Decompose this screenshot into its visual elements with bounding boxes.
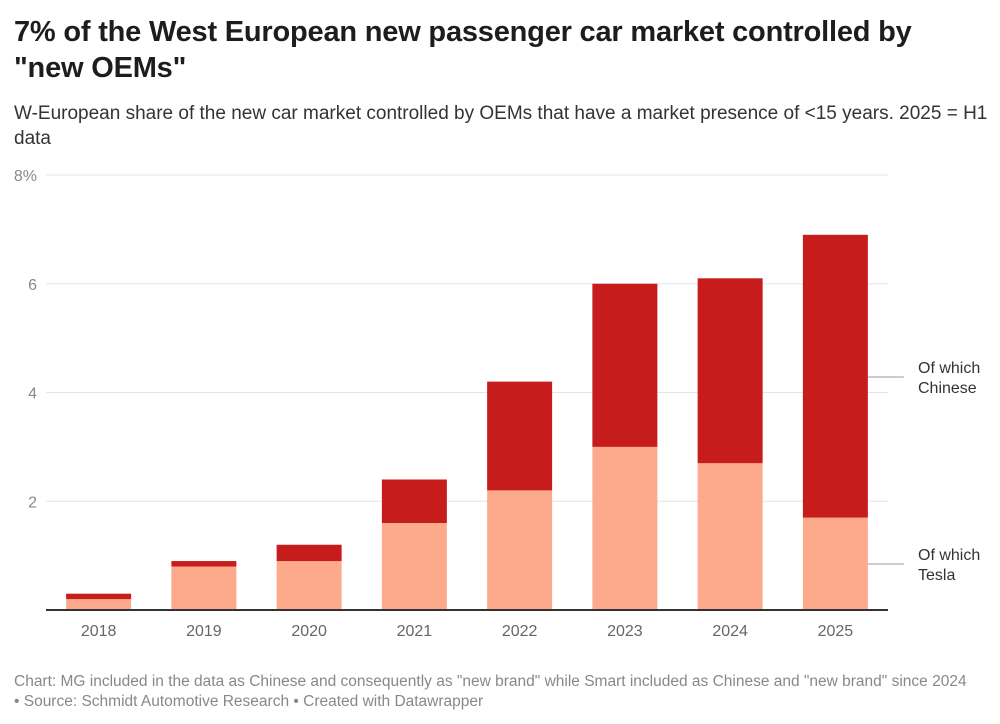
- x-tick-label: 2021: [397, 623, 433, 640]
- y-axis-ticks: 2 4 6 8%: [14, 168, 37, 511]
- bars: [66, 234, 868, 610]
- x-tick-label: 2025: [818, 623, 854, 640]
- bar-of-which-chinese-2020: [276, 544, 342, 562]
- y-tick-label: 6: [28, 277, 37, 294]
- bar-of-which-chinese-2022: [487, 381, 553, 491]
- bar-of-which-chinese-2021: [381, 479, 447, 523]
- bar-of-which-tesla-2024: [697, 463, 763, 610]
- bar-of-which-chinese-2023: [592, 283, 658, 447]
- x-tick-label: 2024: [712, 623, 748, 640]
- x-tick-label: 2023: [607, 623, 643, 640]
- chart-subtitle: W-European share of the new car market c…: [14, 103, 988, 149]
- y-tick-label: 2: [28, 494, 37, 511]
- x-tick-label: 2020: [291, 623, 327, 640]
- legend-label-of-which-chinese: Of which Chinese: [918, 360, 980, 397]
- x-axis-ticks: 2018 2019 2020 2021 2022 2023 2024 2025: [81, 623, 853, 640]
- legend-label-of-which-tesla: Of which Tesla: [918, 547, 980, 584]
- x-tick-label: 2018: [81, 623, 117, 640]
- chart-title: 7% of the West European new passenger ca…: [14, 16, 912, 84]
- x-tick-label: 2022: [502, 623, 538, 640]
- bar-of-which-tesla-2022: [487, 490, 553, 610]
- bar-of-which-tesla-2025: [802, 517, 868, 610]
- chart-footer: Chart: MG included in the data as Chines…: [14, 673, 967, 710]
- legend: Of which Tesla Of which Chinese: [867, 360, 980, 584]
- y-tick-label: 4: [28, 386, 37, 403]
- bar-of-which-tesla-2023: [592, 446, 658, 610]
- bar-of-which-tesla-2018: [66, 599, 132, 610]
- bar-of-which-tesla-2021: [381, 523, 447, 610]
- bar-of-which-tesla-2020: [276, 561, 342, 610]
- bar-of-which-chinese-2024: [697, 278, 763, 464]
- x-tick-label: 2019: [186, 623, 222, 640]
- y-tick-label: 8%: [14, 168, 37, 185]
- bar-of-which-tesla-2019: [171, 566, 237, 610]
- bar-of-which-chinese-2025: [802, 234, 868, 518]
- bar-of-which-chinese-2018: [66, 593, 132, 600]
- bar-of-which-chinese-2019: [171, 561, 237, 567]
